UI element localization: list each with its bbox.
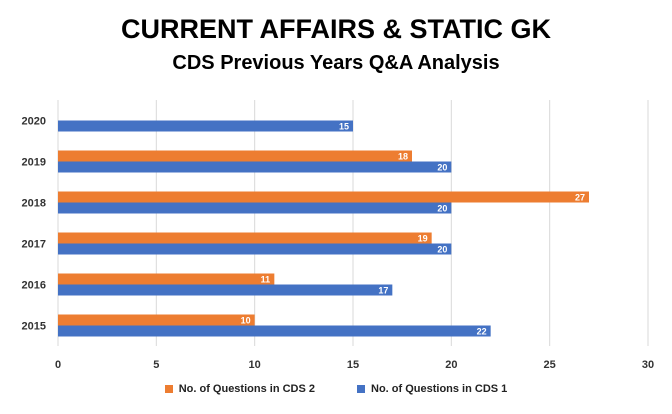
- y-tick-label: 2016: [22, 280, 46, 292]
- legend: No. of Questions in CDS 2 No. of Questio…: [0, 383, 672, 395]
- bar-cds2: [58, 314, 255, 326]
- data-label: 22: [477, 327, 487, 337]
- data-label: 20: [437, 245, 447, 255]
- y-tick-label: 2019: [22, 157, 46, 169]
- data-label: 18: [398, 152, 408, 162]
- bar-cds1: [58, 120, 353, 132]
- chart-subtitle: CDS Previous Years Q&A Analysis: [172, 52, 500, 74]
- x-tick-label: 20: [445, 359, 457, 371]
- legend-item-cds1: No. of Questions in CDS 1: [357, 383, 507, 395]
- x-tick-label: 0: [55, 359, 61, 371]
- y-tick-label: 2017: [22, 239, 46, 251]
- x-tick-label: 5: [153, 359, 159, 371]
- data-label: 17: [378, 286, 388, 296]
- legend-label-cds1: No. of Questions in CDS 1: [371, 383, 508, 395]
- chart-title: CURRENT AFFAIRS & STATIC GK: [121, 14, 551, 44]
- bar-cds2: [58, 191, 589, 203]
- data-label: 10: [241, 316, 251, 326]
- bar-cds1: [58, 243, 452, 255]
- legend-swatch-cds2: [164, 385, 173, 393]
- data-label: 27: [575, 193, 585, 203]
- bar-cds2: [58, 273, 275, 285]
- data-label: 20: [437, 204, 447, 214]
- bar-cds1: [58, 202, 452, 214]
- data-label: 15: [339, 122, 349, 132]
- y-tick-label: 2020: [22, 116, 46, 128]
- bar-cds1: [58, 325, 491, 337]
- y-tick-label: 2018: [22, 198, 46, 210]
- x-tick-label: 15: [347, 359, 359, 371]
- y-tick-label: 2015: [22, 321, 46, 333]
- legend-item-cds2: No. of Questions in CDS 2: [164, 383, 315, 395]
- bar-cds1: [58, 161, 452, 173]
- bar-cds2: [58, 232, 432, 244]
- x-tick-label: 10: [249, 359, 261, 371]
- data-label: 19: [418, 234, 428, 244]
- bar-cds2: [58, 150, 412, 162]
- data-label: 11: [261, 275, 271, 285]
- bar-cds1: [58, 284, 393, 296]
- x-tick-label: 30: [642, 359, 654, 371]
- data-label: 20: [437, 163, 447, 173]
- legend-swatch-cds1: [357, 385, 365, 393]
- x-tick-label: 25: [544, 359, 556, 371]
- legend-label-cds2: No. of Questions in CDS 2: [178, 383, 315, 395]
